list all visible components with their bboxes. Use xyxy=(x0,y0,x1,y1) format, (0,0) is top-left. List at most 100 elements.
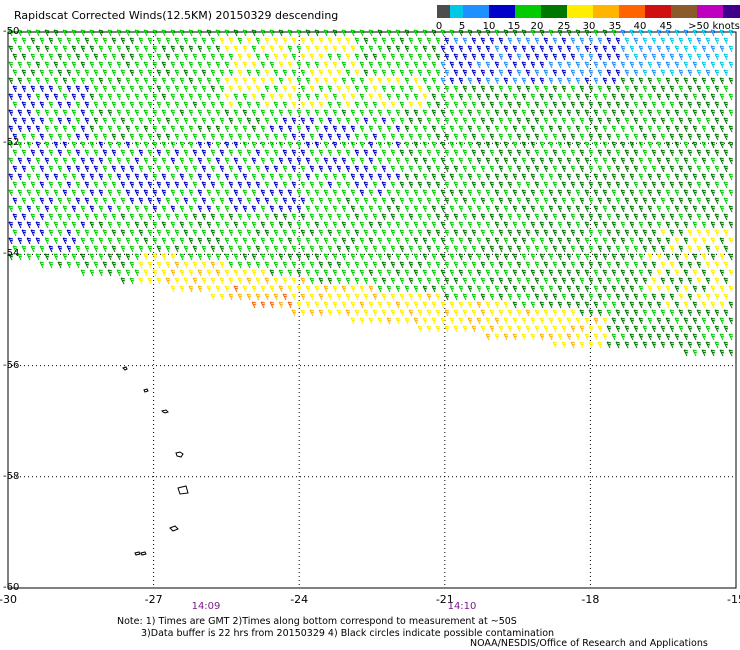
wind-barb xyxy=(138,261,144,269)
wind-barb xyxy=(377,45,383,53)
wind-barb xyxy=(615,101,621,109)
wind-barb xyxy=(404,125,410,133)
wind-barb xyxy=(543,213,549,221)
wind-barb xyxy=(161,61,167,69)
wind-barb xyxy=(561,277,567,285)
wind-barb xyxy=(467,221,473,229)
wind-barb xyxy=(476,141,482,149)
wind-barb xyxy=(395,29,401,37)
wind-barb xyxy=(89,205,95,213)
wind-barb xyxy=(359,29,365,37)
wind-barb xyxy=(408,149,414,157)
wind-barb xyxy=(246,69,252,77)
wind-barb xyxy=(705,213,711,221)
wind-barb xyxy=(476,237,482,245)
wind-barb xyxy=(417,69,423,77)
wind-barb xyxy=(332,237,338,245)
wind-barb xyxy=(719,77,725,85)
wind-barb xyxy=(597,197,603,205)
wind-barb xyxy=(584,269,590,277)
wind-barb xyxy=(233,93,239,101)
map-title: Rapidscat Corrected Winds(12.5KM) 201503… xyxy=(14,9,339,22)
wind-barb xyxy=(516,101,522,109)
wind-barb xyxy=(543,53,549,61)
wind-barb xyxy=(323,141,329,149)
wind-barb xyxy=(152,61,158,69)
wind-barb xyxy=(84,213,90,221)
wind-barb xyxy=(120,213,126,221)
wind-barb xyxy=(552,245,558,253)
wind-barb xyxy=(647,157,653,165)
wind-barb xyxy=(332,125,338,133)
wind-barb xyxy=(674,237,680,245)
wind-barb xyxy=(75,117,81,125)
wind-barb xyxy=(687,197,693,205)
wind-barb xyxy=(354,101,360,109)
wind-barb xyxy=(291,261,297,269)
wind-barb xyxy=(476,269,482,277)
wind-barb xyxy=(534,293,540,301)
wind-barb xyxy=(116,253,122,261)
wind-barb xyxy=(543,309,549,317)
wind-barb xyxy=(237,277,243,285)
wind-barb xyxy=(584,173,590,181)
wind-barb xyxy=(188,125,194,133)
wind-barb xyxy=(44,253,50,261)
wind-barb xyxy=(300,309,306,317)
wind-barb xyxy=(642,293,648,301)
wind-barb xyxy=(192,117,198,125)
wind-barb xyxy=(426,213,432,221)
wind-barb xyxy=(107,173,113,181)
wind-barb xyxy=(161,141,167,149)
wind-barb xyxy=(269,109,275,117)
wind-barb xyxy=(692,125,698,133)
wind-barb xyxy=(327,101,333,109)
wind-barb xyxy=(228,261,234,269)
wind-barb xyxy=(206,173,212,181)
wind-barb xyxy=(467,157,473,165)
wind-barb xyxy=(624,101,630,109)
wind-barb xyxy=(534,261,540,269)
wind-barb xyxy=(183,181,189,189)
wind-barb xyxy=(498,245,504,253)
wind-barb xyxy=(93,69,99,77)
wind-barb xyxy=(453,117,459,125)
wind-barb xyxy=(584,93,590,101)
wind-barb xyxy=(44,29,50,37)
wind-barb xyxy=(521,109,527,117)
wind-barb xyxy=(107,253,113,261)
wind-barb xyxy=(125,61,131,69)
wind-barb xyxy=(296,45,302,53)
wind-barb xyxy=(75,53,81,61)
wind-barb xyxy=(314,237,320,245)
wind-barb xyxy=(75,101,81,109)
wind-barb xyxy=(12,181,18,189)
wind-barb xyxy=(534,165,540,173)
wind-barb xyxy=(579,197,585,205)
wind-barb xyxy=(246,293,252,301)
wind-barb xyxy=(476,61,482,69)
wind-barb xyxy=(206,93,212,101)
wind-barb xyxy=(561,197,567,205)
wind-barb xyxy=(192,37,198,45)
wind-barb xyxy=(647,205,653,213)
wind-barb xyxy=(566,109,572,117)
wind-barb xyxy=(633,53,639,61)
wind-barb xyxy=(615,325,621,333)
wind-barb xyxy=(494,29,500,37)
wind-barb xyxy=(498,181,504,189)
wind-barb xyxy=(170,29,176,37)
wind-barb xyxy=(147,181,153,189)
wind-barb xyxy=(57,69,63,77)
wind-barb xyxy=(116,189,122,197)
wind-barb xyxy=(165,261,171,269)
wind-barb xyxy=(30,229,36,237)
wind-barb xyxy=(282,37,288,45)
wind-barb xyxy=(390,165,396,173)
wind-barb xyxy=(440,93,446,101)
wind-barb xyxy=(368,77,374,85)
wind-barb xyxy=(696,85,702,93)
wind-barb xyxy=(638,317,644,325)
wind-barb xyxy=(719,269,725,277)
wind-barb xyxy=(327,277,333,285)
